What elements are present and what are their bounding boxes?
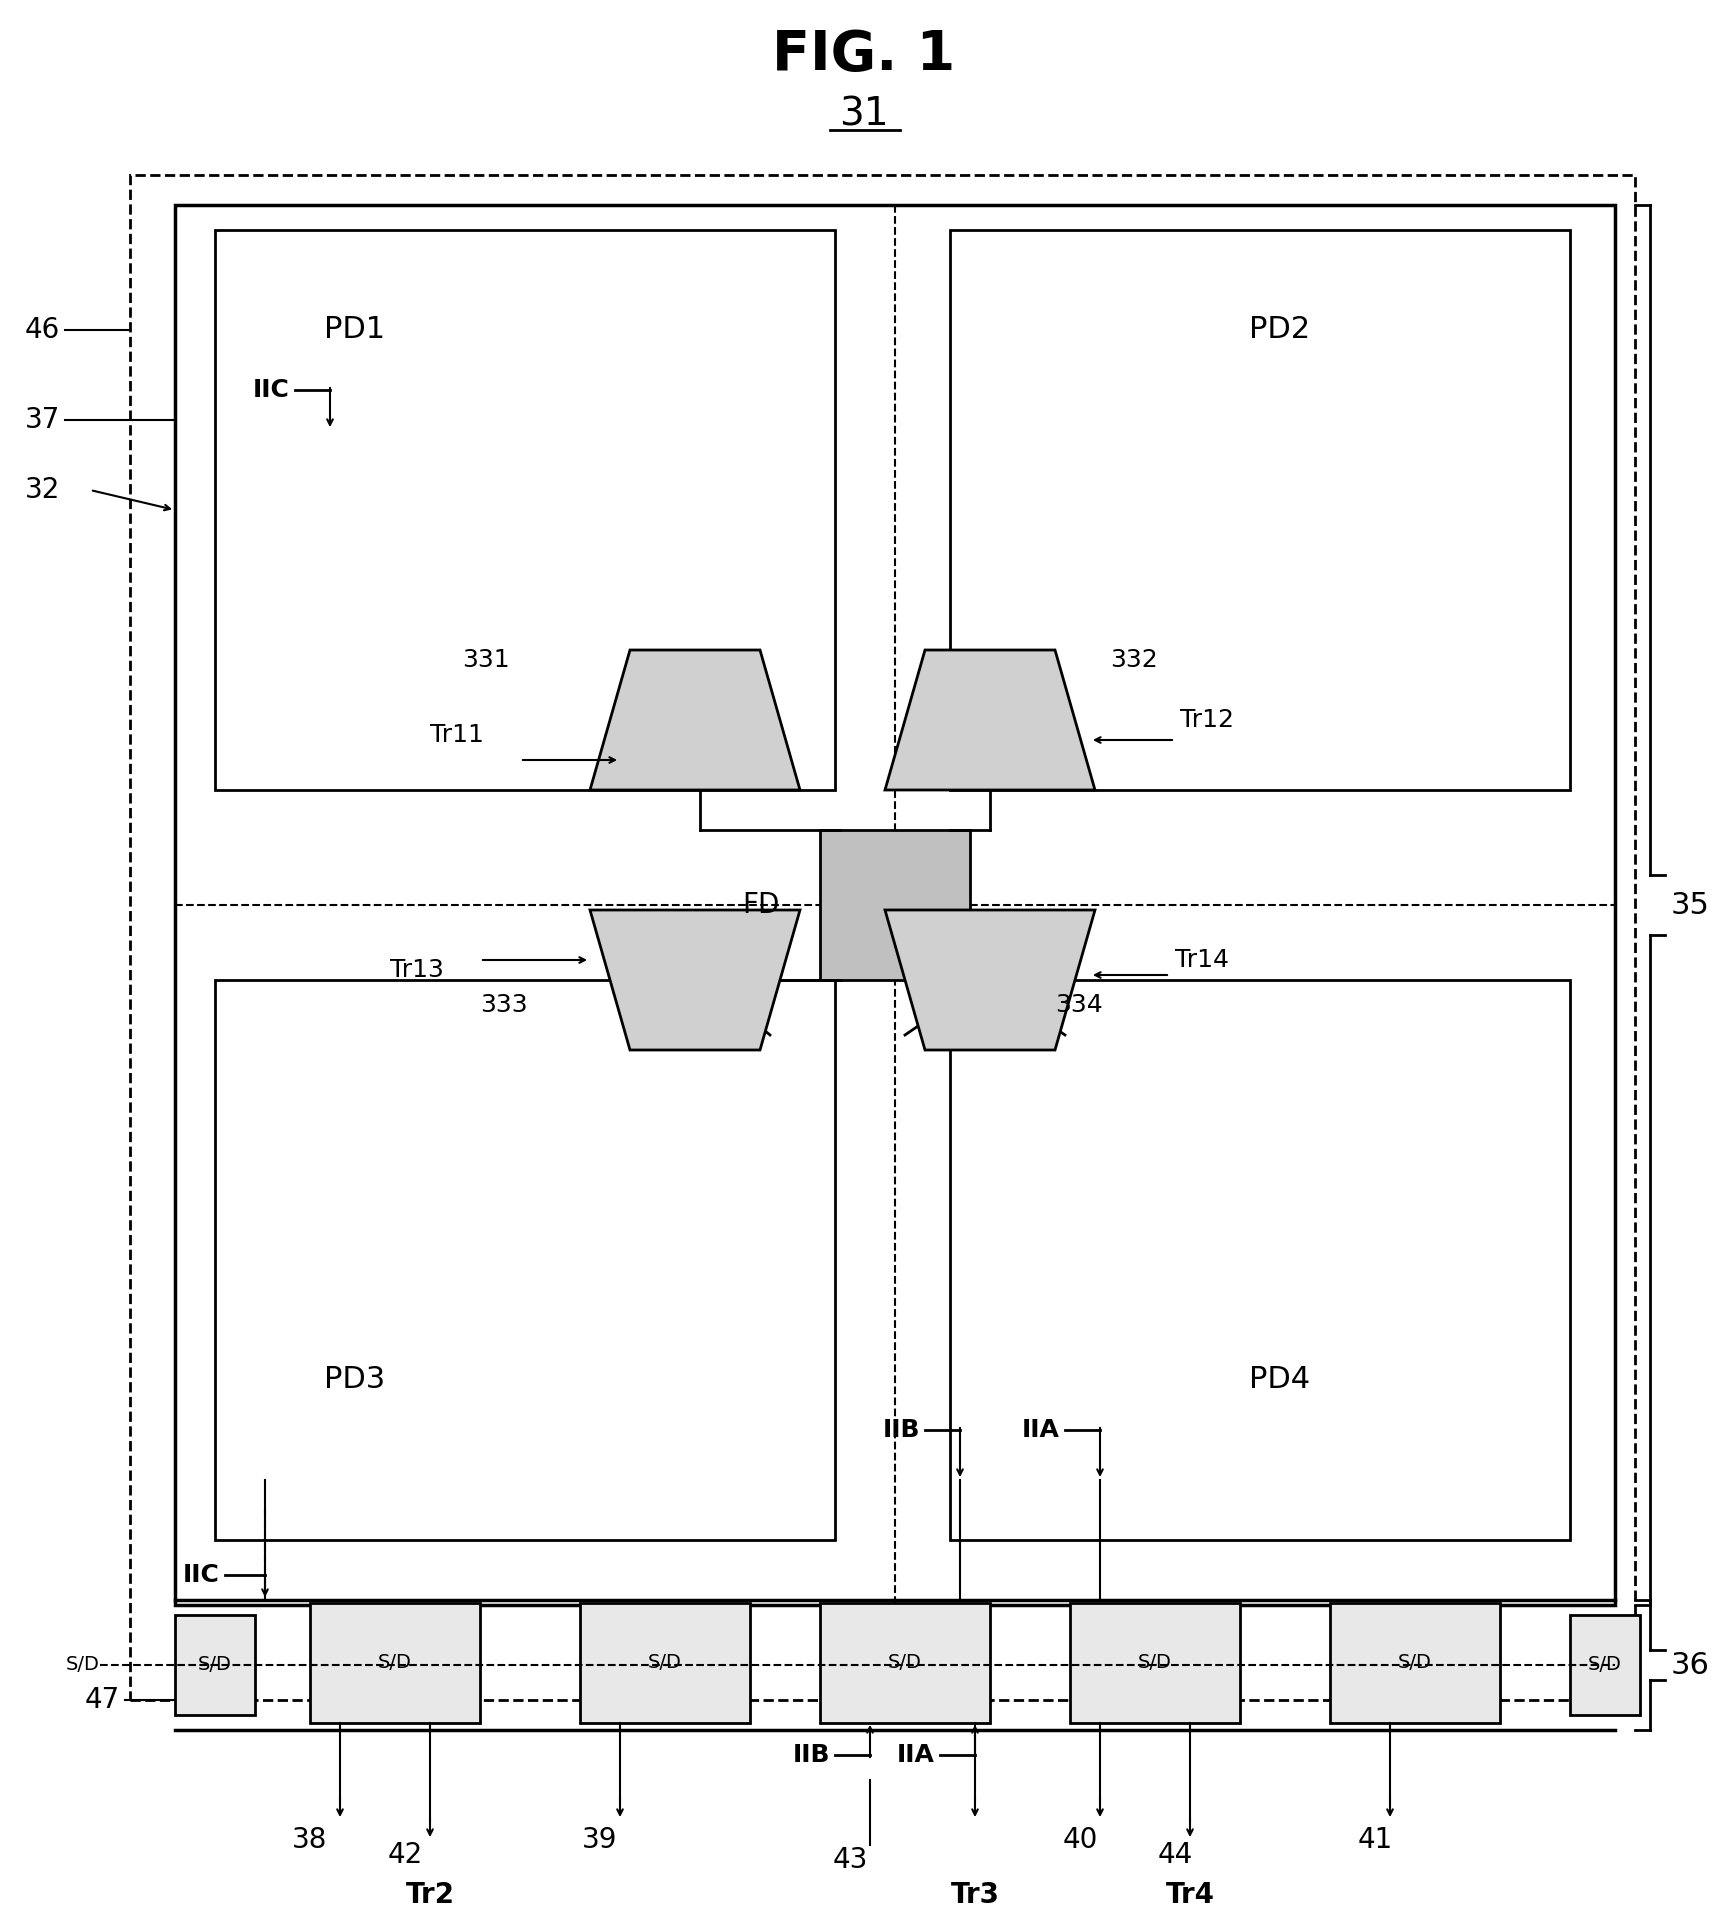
Bar: [820, 1604, 991, 1723]
Bar: [309, 1604, 481, 1723]
Text: PD3: PD3: [325, 1366, 386, 1395]
Text: S/D: S/D: [1587, 1656, 1622, 1675]
Text: S/D: S/D: [1138, 1654, 1172, 1673]
Text: 331: 331: [462, 647, 510, 672]
Text: 36: 36: [1670, 1650, 1710, 1679]
Text: 40: 40: [1062, 1826, 1098, 1855]
Bar: [820, 831, 970, 980]
Polygon shape: [590, 649, 801, 790]
Bar: [1570, 1615, 1641, 1716]
Text: IIB: IIB: [882, 1418, 920, 1441]
Text: 43: 43: [832, 1845, 868, 1874]
Bar: [130, 176, 1636, 1700]
Text: S/D: S/D: [199, 1656, 232, 1675]
Text: 334: 334: [1055, 993, 1103, 1016]
Text: 32: 32: [24, 475, 61, 504]
Bar: [949, 980, 1570, 1540]
Text: 35: 35: [1670, 891, 1710, 920]
Text: 333: 333: [481, 993, 527, 1016]
Text: 39: 39: [583, 1826, 617, 1855]
Text: IIA: IIA: [897, 1743, 935, 1768]
Polygon shape: [885, 649, 1094, 790]
Bar: [1330, 1604, 1501, 1723]
Text: S/D: S/D: [379, 1654, 412, 1673]
Bar: [949, 230, 1570, 790]
Bar: [214, 230, 835, 790]
Text: IIB: IIB: [792, 1743, 830, 1768]
Text: Tr14: Tr14: [1176, 949, 1229, 972]
Text: Tr13: Tr13: [391, 958, 444, 981]
Text: 46: 46: [24, 317, 61, 344]
Polygon shape: [590, 910, 801, 1049]
Text: 41: 41: [1357, 1826, 1392, 1855]
Text: 47: 47: [85, 1687, 119, 1714]
Bar: [579, 1604, 750, 1723]
Text: S/D: S/D: [66, 1656, 100, 1675]
Text: IIA: IIA: [1022, 1418, 1060, 1441]
Text: 44: 44: [1157, 1841, 1193, 1868]
Text: S/D: S/D: [648, 1654, 681, 1673]
Text: PD1: PD1: [325, 315, 386, 344]
Text: S/D: S/D: [1399, 1654, 1432, 1673]
Text: FIG. 1: FIG. 1: [773, 27, 956, 81]
Bar: [175, 205, 1615, 1605]
Text: Tr11: Tr11: [431, 723, 484, 748]
Text: 42: 42: [387, 1841, 422, 1868]
Bar: [175, 1615, 254, 1716]
Text: IIC: IIC: [183, 1563, 220, 1586]
Text: Tr4: Tr4: [1165, 1882, 1214, 1909]
Text: 37: 37: [24, 406, 61, 435]
Bar: [214, 980, 835, 1540]
Text: Tr2: Tr2: [406, 1882, 455, 1909]
Text: PD2: PD2: [1250, 315, 1311, 344]
Text: Tr12: Tr12: [1179, 707, 1235, 732]
Bar: [1070, 1604, 1240, 1723]
Text: 38: 38: [292, 1826, 329, 1855]
Text: FD: FD: [743, 891, 780, 920]
Text: PD4: PD4: [1250, 1366, 1311, 1395]
Text: IIC: IIC: [252, 379, 290, 402]
Text: S/D: S/D: [889, 1654, 922, 1673]
Polygon shape: [885, 910, 1094, 1049]
Text: 31: 31: [839, 97, 889, 133]
Text: Tr3: Tr3: [951, 1882, 999, 1909]
Text: 332: 332: [1110, 647, 1158, 672]
